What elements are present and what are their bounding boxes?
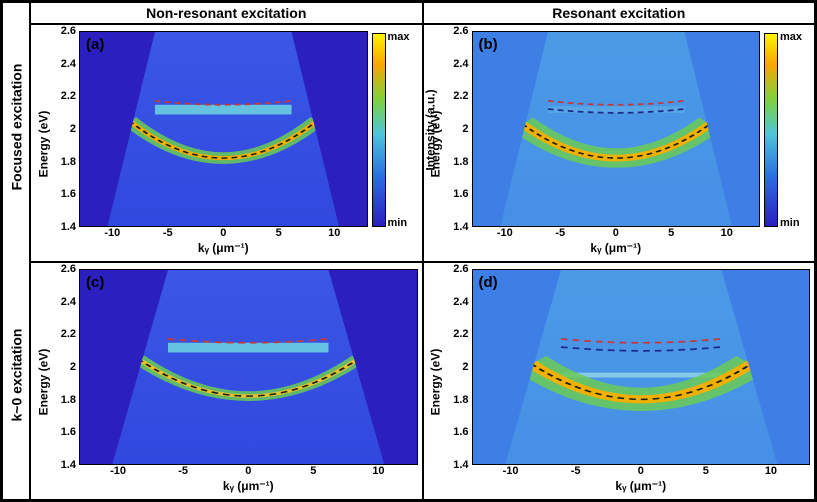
y-ticks: 1.41.61.822.22.42.6 — [444, 31, 472, 257]
y-axis-label: Energy (eV) — [428, 31, 444, 257]
row-labels: Focused excitation k~0 excitation — [3, 3, 31, 499]
panel-c: Energy (eV)1.41.61.822.22.42.6 (c) -10-505… — [31, 263, 424, 499]
col-header-nonres: Non-resonant excitation — [31, 3, 424, 23]
y-axis-label: Energy (eV) — [35, 269, 51, 495]
y-axis-label: Energy (eV) — [428, 269, 444, 495]
x-ticks: -10-50510 — [472, 227, 761, 241]
col-header-res: Resonant excitation — [424, 3, 815, 23]
col-headers: Non-resonant excitation Resonant excitat… — [31, 3, 814, 25]
panel-b: Energy (eV)1.41.61.822.22.42.6 (b) -10-505… — [424, 25, 815, 261]
panel-d: Energy (eV)1.41.61.822.22.42.6 (d) -10-505… — [424, 263, 815, 499]
panel-tag: (d) — [479, 274, 498, 291]
y-ticks: 1.41.61.822.22.42.6 — [51, 31, 79, 257]
panel-tag: (b) — [479, 36, 498, 53]
y-axis-label: Energy (eV) — [35, 31, 51, 257]
row-label-focused: Focused excitation — [3, 3, 29, 251]
x-ticks: -10-50510 — [79, 227, 368, 241]
figure-grid: Focused excitation k~0 excitation Non-re… — [0, 0, 817, 502]
x-ticks: -10-50510 — [79, 465, 418, 479]
x-ticks: -10-50510 — [472, 465, 811, 479]
panel-tag: (c) — [86, 274, 104, 291]
panel-row-1: Energy (eV)1.41.61.822.22.42.6(a)-10-505… — [31, 25, 814, 263]
panel-tag: (a) — [86, 36, 104, 53]
plot-c: (c) — [79, 269, 418, 465]
panel-a: Energy (eV)1.41.61.822.22.42.6 (a) -10-505… — [31, 25, 424, 261]
row-label-k0: k~0 excitation — [3, 251, 29, 499]
grid-area: Non-resonant excitation Resonant excitat… — [31, 3, 814, 499]
y-ticks: 1.41.61.822.22.42.6 — [444, 269, 472, 495]
plot-b: (b) — [472, 31, 761, 227]
y-ticks: 1.41.61.822.22.42.6 — [51, 269, 79, 495]
panel-rows: Energy (eV)1.41.61.822.22.42.6(a)-10-505… — [31, 25, 814, 499]
panel-row-2: Energy (eV)1.41.61.822.22.42.6(c)-10-505… — [31, 263, 814, 499]
x-axis-label: kᵧ (μm⁻¹) — [472, 479, 811, 495]
x-axis-label: kᵧ (μm⁻¹) — [472, 241, 761, 257]
x-axis-label: kᵧ (μm⁻¹) — [79, 241, 368, 257]
colorbar: maxminIntensity (a.u.) — [760, 31, 810, 257]
colorbar: maxminIntensity (a.u.) — [368, 31, 418, 257]
x-axis-label: kᵧ (μm⁻¹) — [79, 479, 418, 495]
plot-a: (a) — [79, 31, 368, 227]
plot-d: (d) — [472, 269, 811, 465]
